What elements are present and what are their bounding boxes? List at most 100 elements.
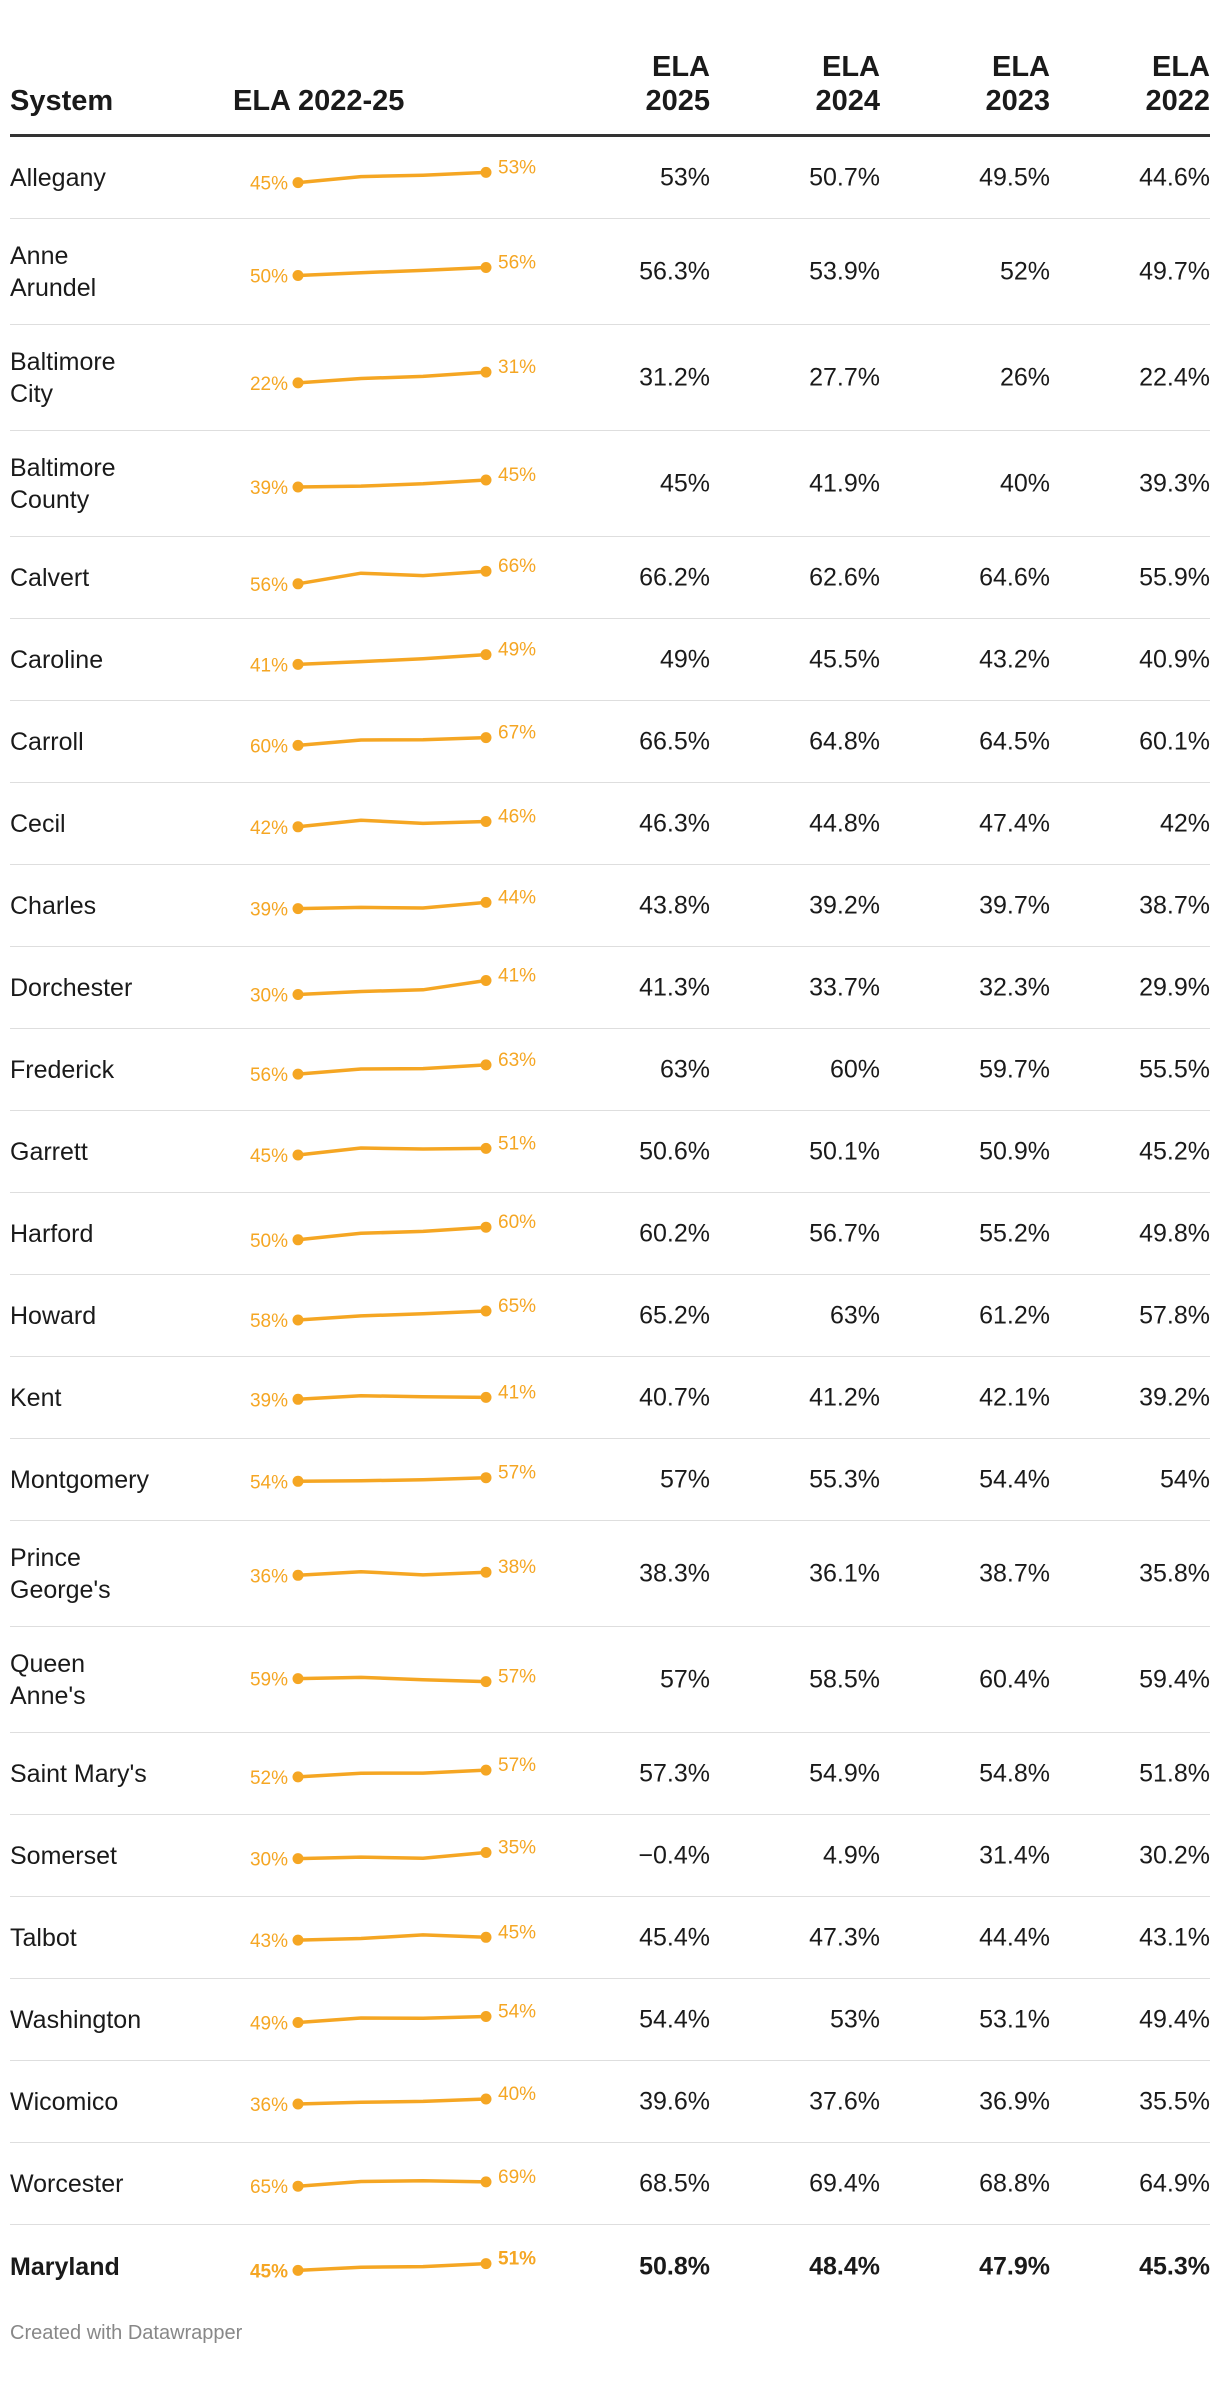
- system-name: Baltimore City: [10, 347, 116, 408]
- system-name: Harford: [10, 1219, 94, 1248]
- sparkline-start-label: 39%: [250, 478, 288, 499]
- sparkline-start-label: 56%: [250, 575, 288, 596]
- header-ela-2024: ELA 2024: [760, 50, 880, 118]
- sparkline-end-dot: [480, 2093, 492, 2105]
- ela-2025-value: 65.2%: [639, 1301, 710, 1329]
- ela-2025-value: 50.6%: [639, 1137, 710, 1165]
- sparkline-end-label: 53%: [498, 157, 536, 178]
- sparkline-start-dot: [292, 1234, 304, 1246]
- sparkline-start-dot: [292, 2180, 304, 2192]
- table-row-total: Maryland 45% 51% 50.8% 48.4% 47.9% 45.3%: [10, 2225, 1210, 2309]
- ela-2022-value: 54%: [1159, 1465, 1210, 1493]
- sparkline: 43% 45%: [250, 1922, 536, 1952]
- ela-2022-value: 40.9%: [1139, 645, 1210, 673]
- ela-table: System ELA 2022-25 ELA 2025 ELA 2024 ELA…: [10, 40, 1210, 2309]
- header-ela-2023-line1: ELA: [992, 51, 1050, 83]
- sparkline-end-dot: [480, 1142, 492, 1154]
- sparkline: 45% 53%: [250, 157, 536, 194]
- system-name: Kent: [10, 1383, 62, 1412]
- sparkline: 49% 54%: [250, 2002, 536, 2035]
- ela-2023-value: 43.2%: [979, 645, 1050, 673]
- sparkline-end-dot: [480, 975, 492, 986]
- ela-2025-value: 57%: [659, 1465, 710, 1493]
- ela-2025-value: 68.5%: [639, 2169, 710, 2197]
- ela-2022-value: 22.4%: [1139, 363, 1210, 391]
- ela-2022-value: 38.7%: [1139, 891, 1210, 919]
- ela-2022-value: 39.3%: [1139, 469, 1210, 497]
- sparkline-end-label: 67%: [498, 723, 536, 744]
- system-name: Howard: [10, 1301, 97, 1330]
- ela-2025-value: 45.4%: [639, 1923, 710, 1951]
- table-row: Charles 39% 44% 43.8% 39.2% 39.7% 38.7%: [10, 865, 1210, 947]
- ela-2023-value: 54.4%: [979, 1465, 1050, 1493]
- sparkline-start-dot: [292, 1771, 304, 1783]
- sparkline: 45% 51%: [250, 2249, 536, 2283]
- ela-2025-value: 49%: [659, 645, 710, 673]
- ela-2024-value: 47.3%: [809, 1923, 880, 1951]
- sparkline-end-label: 54%: [498, 2002, 536, 2023]
- sparkline: 65% 69%: [250, 2167, 536, 2198]
- sparkline-start-label: 30%: [250, 986, 288, 1007]
- ela-2022-value: 35.8%: [1139, 1559, 1210, 1587]
- ela-2024-value: 27.7%: [809, 363, 880, 391]
- sparkline: 59% 57%: [250, 1667, 536, 1691]
- sparkline: 39% 45%: [250, 465, 536, 499]
- sparkline-line: [297, 2097, 487, 2106]
- table-row: Calvert 56% 66% 66.2% 62.6% 64.6% 55.9%: [10, 537, 1210, 619]
- sparkline-start-dot: [292, 1475, 304, 1487]
- system-name: Wicomico: [10, 2087, 119, 2116]
- ela-2022-value: 42%: [1159, 809, 1210, 837]
- ela-2024-value: 64.8%: [809, 727, 880, 755]
- ela-2023-value: 44.4%: [979, 1923, 1050, 1951]
- system-name: Maryland: [10, 2253, 120, 2281]
- ela-2023-value: 54.8%: [979, 1759, 1050, 1787]
- system-name: Dorchester: [10, 973, 133, 1002]
- ela-2022-value: 43.1%: [1139, 1923, 1210, 1951]
- ela-2023-value: 50.9%: [979, 1137, 1050, 1165]
- sparkline-end-label: 38%: [498, 1557, 536, 1578]
- system-name: Saint Mary's: [10, 1759, 147, 1788]
- system-name: Anne Arundel: [10, 241, 97, 302]
- sparkline-start-label: 50%: [250, 1231, 288, 1252]
- sparkline-end-label: 46%: [498, 807, 536, 828]
- sparkline: 30% 35%: [250, 1838, 536, 1871]
- ela-2024-value: 41.9%: [809, 469, 880, 497]
- sparkline-end-label: 57%: [498, 1463, 536, 1484]
- sparkline-start-label: 42%: [250, 818, 288, 839]
- header-ela-2022-line2: 2022: [1145, 85, 1210, 117]
- sparkline-end-dot: [480, 2258, 492, 2270]
- system-name: Queen Anne's: [10, 1649, 86, 1710]
- sparkline-line: [297, 1393, 487, 1402]
- table-body: Allegany 45% 53% 53% 50.7% 49.5% 44.6% Anne Aru…: [10, 137, 1210, 2309]
- sparkline-start-label: 30%: [250, 1850, 288, 1871]
- ela-2025-value: −0.4%: [638, 1841, 710, 1869]
- sparkline-line: [297, 569, 487, 586]
- sparkline-start-label: 41%: [250, 655, 288, 676]
- sparkline-line: [297, 978, 487, 997]
- ela-2022-value: 55.9%: [1139, 563, 1210, 591]
- header-ela-2023-line2: 2023: [985, 85, 1050, 117]
- sparkline-end-dot: [480, 2011, 492, 2022]
- ela-2024-value: 44.8%: [809, 809, 880, 837]
- table-row: Saint Mary's 52% 57% 57.3% 54.9% 54.8% 51.8%: [10, 1733, 1210, 1815]
- table-row: Baltimore County 39% 45% 45% 41.9% 40% 39.3%: [10, 431, 1210, 537]
- ela-2024-value: 69.4%: [809, 2169, 880, 2197]
- sparkline-start-dot: [292, 658, 304, 670]
- sparkline-end-dot: [480, 1676, 492, 1688]
- system-name: Frederick: [10, 1055, 115, 1084]
- ela-2025-value: 31.2%: [639, 363, 710, 391]
- sparkline-start-dot: [292, 578, 304, 590]
- system-name: Garrett: [10, 1137, 88, 1166]
- ela-2023-value: 53.1%: [979, 2005, 1050, 2033]
- sparkline-start-dot: [292, 1314, 304, 1326]
- ela-2022-value: 49.7%: [1139, 257, 1210, 285]
- sparkline-end-label: 44%: [498, 887, 536, 908]
- sparkline-end-label: 51%: [498, 2249, 536, 2270]
- sparkline-line: [297, 735, 487, 748]
- header-sparkline: ELA 2022-25: [233, 85, 405, 117]
- table-row: Montgomery 54% 57% 57% 55.3% 54.4% 54%: [10, 1439, 1210, 1521]
- ela-2025-value: 66.2%: [639, 563, 710, 591]
- ela-2025-value: 66.5%: [639, 727, 710, 755]
- sparkline-end-dot: [480, 1391, 492, 1403]
- system-name: Montgomery: [10, 1465, 149, 1494]
